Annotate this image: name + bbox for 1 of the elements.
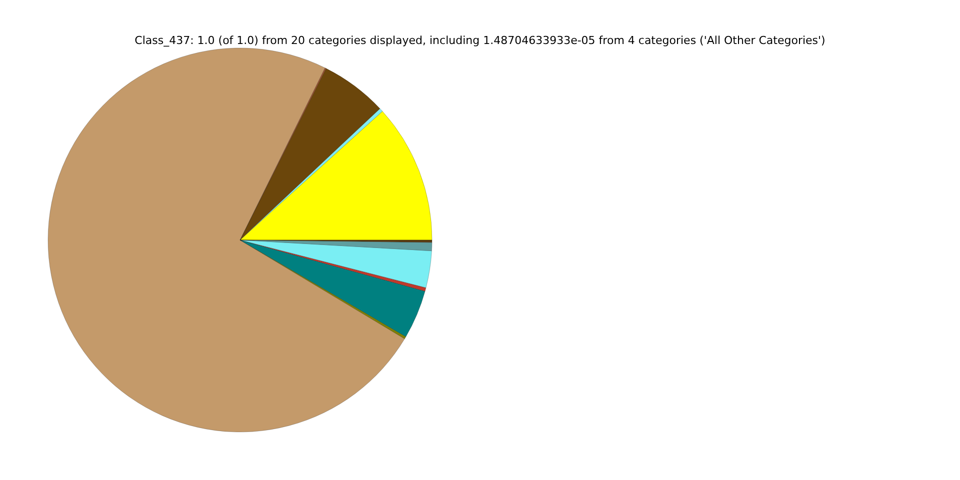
text: Class_437: 1.0 (of 1.0) from 20 categories displayed, including 1.48704633933e-05 from 4 categories ('All Other Categories') [134,34,826,47]
